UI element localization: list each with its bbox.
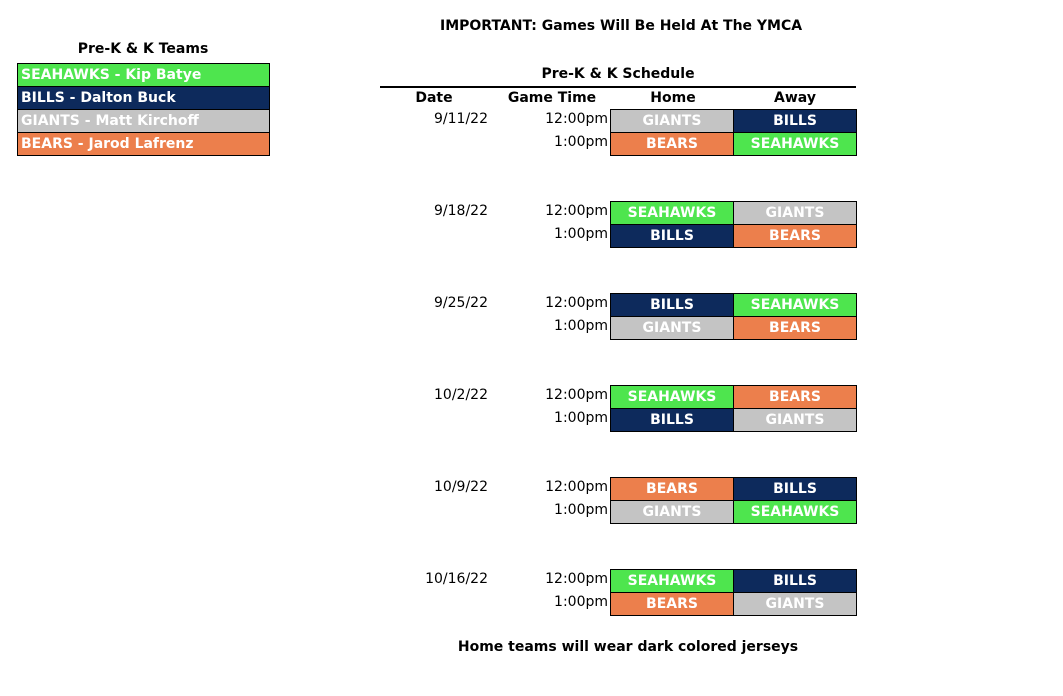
game-row: SEAHAWKS BEARS [611,386,856,409]
footer-note: Home teams will wear dark colored jersey… [457,639,799,655]
game-block: SEAHAWKS GIANTS BILLS BEARS [610,201,857,248]
game-row: SEAHAWKS GIANTS [611,202,856,225]
game-time: 12:00pm [545,387,608,403]
team-bills: BILLS - Dalton Buck [18,87,269,110]
game-date: 10/9/22 [434,479,488,495]
home-team-cell: SEAHAWKS [611,570,733,592]
away-team-cell: GIANTS [733,593,856,615]
game-row: BILLS GIANTS [611,409,856,431]
home-team-cell: BEARS [611,133,733,155]
team-giants: GIANTS - Matt Kirchoff [18,110,269,133]
game-row: BEARS GIANTS [611,593,856,615]
game-date: 9/25/22 [434,295,488,311]
game-row: BEARS BILLS [611,478,856,501]
game-row: BILLS SEAHAWKS [611,294,856,317]
home-team-cell: GIANTS [611,501,733,523]
away-team-cell: BILLS [733,478,856,500]
schedule-divider [380,86,856,88]
header-home: Home [650,90,696,106]
game-block: GIANTS BILLS BEARS SEAHAWKS [610,109,857,156]
game-date: 10/16/22 [425,571,488,587]
away-team-cell: BILLS [733,110,856,132]
schedule-title: Pre-K & K Schedule [541,66,695,82]
away-team-cell: GIANTS [733,409,856,431]
game-row: GIANTS BILLS [611,110,856,133]
away-team-cell: SEAHAWKS [733,294,856,316]
game-time: 1:00pm [554,226,608,242]
header-date: Date [415,90,453,106]
game-row: GIANTS SEAHAWKS [611,501,856,523]
away-team-cell: GIANTS [733,202,856,224]
home-team-cell: BILLS [611,409,733,431]
home-team-cell: GIANTS [611,317,733,339]
away-team-cell: BEARS [733,386,856,408]
game-time: 1:00pm [554,502,608,518]
game-time: 1:00pm [554,594,608,610]
header-away: Away [774,90,816,106]
game-time: 12:00pm [545,479,608,495]
home-team-cell: SEAHAWKS [611,386,733,408]
team-bears: BEARS - Jarod Lafrenz [18,133,269,155]
game-row: BILLS BEARS [611,225,856,247]
game-block: BEARS BILLS GIANTS SEAHAWKS [610,477,857,524]
game-time: 12:00pm [545,571,608,587]
game-row: GIANTS BEARS [611,317,856,339]
game-date: 9/11/22 [434,111,488,127]
away-team-cell: BILLS [733,570,856,592]
game-row: SEAHAWKS BILLS [611,570,856,593]
game-time: 1:00pm [554,410,608,426]
game-time: 12:00pm [545,295,608,311]
away-team-cell: SEAHAWKS [733,133,856,155]
game-time: 12:00pm [545,203,608,219]
away-team-cell: BEARS [733,317,856,339]
game-time: 1:00pm [554,318,608,334]
game-date: 10/2/22 [434,387,488,403]
game-time: 1:00pm [554,134,608,150]
teams-title: Pre-K & K Teams [77,41,209,57]
home-team-cell: BILLS [611,294,733,316]
home-team-cell: BILLS [611,225,733,247]
game-row: BEARS SEAHAWKS [611,133,856,155]
game-block: SEAHAWKS BEARS BILLS GIANTS [610,385,857,432]
away-team-cell: SEAHAWKS [733,501,856,523]
home-team-cell: GIANTS [611,110,733,132]
game-block: BILLS SEAHAWKS GIANTS BEARS [610,293,857,340]
game-date: 9/18/22 [434,203,488,219]
notice-heading: IMPORTANT: Games Will Be Held At The YMC… [440,18,803,34]
header-game-time: Game Time [507,90,597,106]
away-team-cell: BEARS [733,225,856,247]
game-block: SEAHAWKS BILLS BEARS GIANTS [610,569,857,616]
home-team-cell: BEARS [611,593,733,615]
teams-list: SEAHAWKS - Kip Batye BILLS - Dalton Buck… [17,63,270,156]
game-time: 12:00pm [545,111,608,127]
home-team-cell: SEAHAWKS [611,202,733,224]
home-team-cell: BEARS [611,478,733,500]
team-seahawks: SEAHAWKS - Kip Batye [18,64,269,87]
